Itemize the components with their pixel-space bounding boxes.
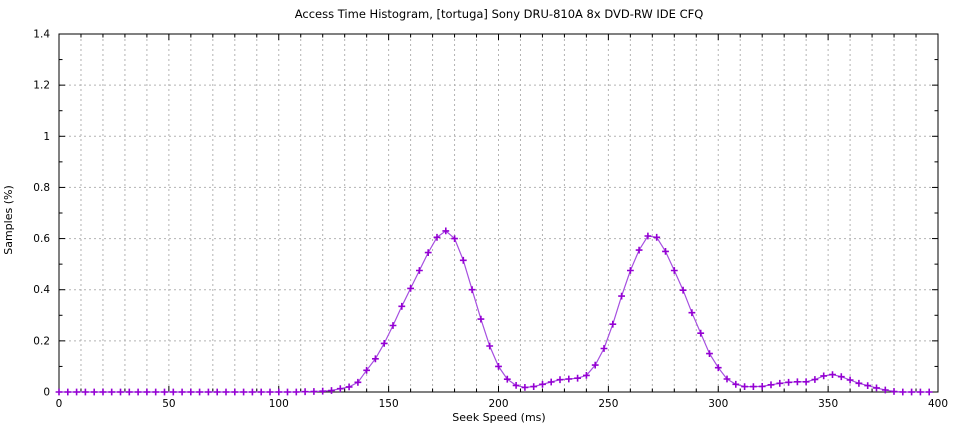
- x-tick-labels: 0 50 100 150 200 250 300 350 400: [56, 398, 948, 410]
- y-tick-label: 0.4: [33, 284, 50, 296]
- y-tick-label: 0.6: [33, 233, 50, 245]
- x-tick-label: 0: [56, 398, 63, 410]
- x-tick-label: 50: [162, 398, 175, 410]
- y-tick-label: 1.2: [33, 80, 50, 92]
- y-tick-label: 0.2: [33, 335, 50, 347]
- x-tick-label: 250: [598, 398, 618, 410]
- grid-lines: [59, 34, 938, 392]
- y-tick-label: 1.4: [33, 29, 50, 41]
- x-tick-label: 350: [818, 398, 838, 410]
- plot-border: [58, 33, 939, 393]
- data-markers: [55, 227, 933, 396]
- y-tick-label: 1: [43, 131, 50, 143]
- data-line: [59, 230, 930, 393]
- y-tick-label: 0.8: [33, 182, 50, 194]
- chart-title: Access Time Histogram, [tortuga] Sony DR…: [294, 7, 704, 21]
- x-tick-label: 150: [379, 398, 399, 410]
- x-tick-label: 300: [708, 398, 728, 410]
- x-tick-label: 100: [269, 398, 289, 410]
- x-tick-label: 400: [928, 398, 948, 410]
- x-tick-label: 200: [488, 398, 508, 410]
- x-axis-title: Seek Speed (ms): [452, 411, 546, 424]
- y-tick-label: 0: [43, 387, 50, 399]
- axis-ticks: [58, 33, 939, 393]
- y-tick-labels: 0 0.2 0.4 0.6 0.8 1 1.2 1.4: [33, 29, 50, 399]
